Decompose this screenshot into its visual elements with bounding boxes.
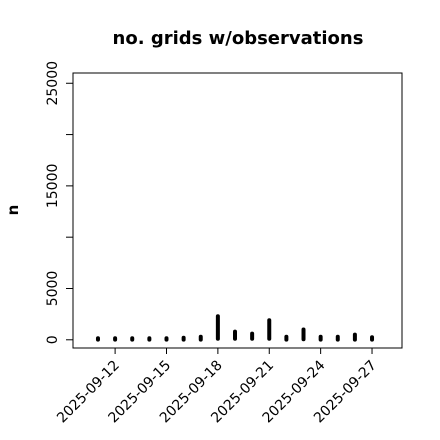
x-axis: 2025-09-122025-09-152025-09-182025-09-21… (54, 348, 380, 426)
y-axis: 0 5000 15000 25000 (45, 61, 73, 344)
y-tick-label: 5000 (45, 271, 61, 307)
data-points (95, 314, 375, 342)
plot-frame (72, 72, 403, 349)
chart-title: no. grids w/observations (113, 28, 364, 49)
y-tick-label: 0 (45, 335, 61, 344)
y-axis-label: n (4, 205, 22, 216)
y-tick-label: 15000 (45, 164, 61, 209)
y-tick-label: 25000 (45, 61, 61, 106)
